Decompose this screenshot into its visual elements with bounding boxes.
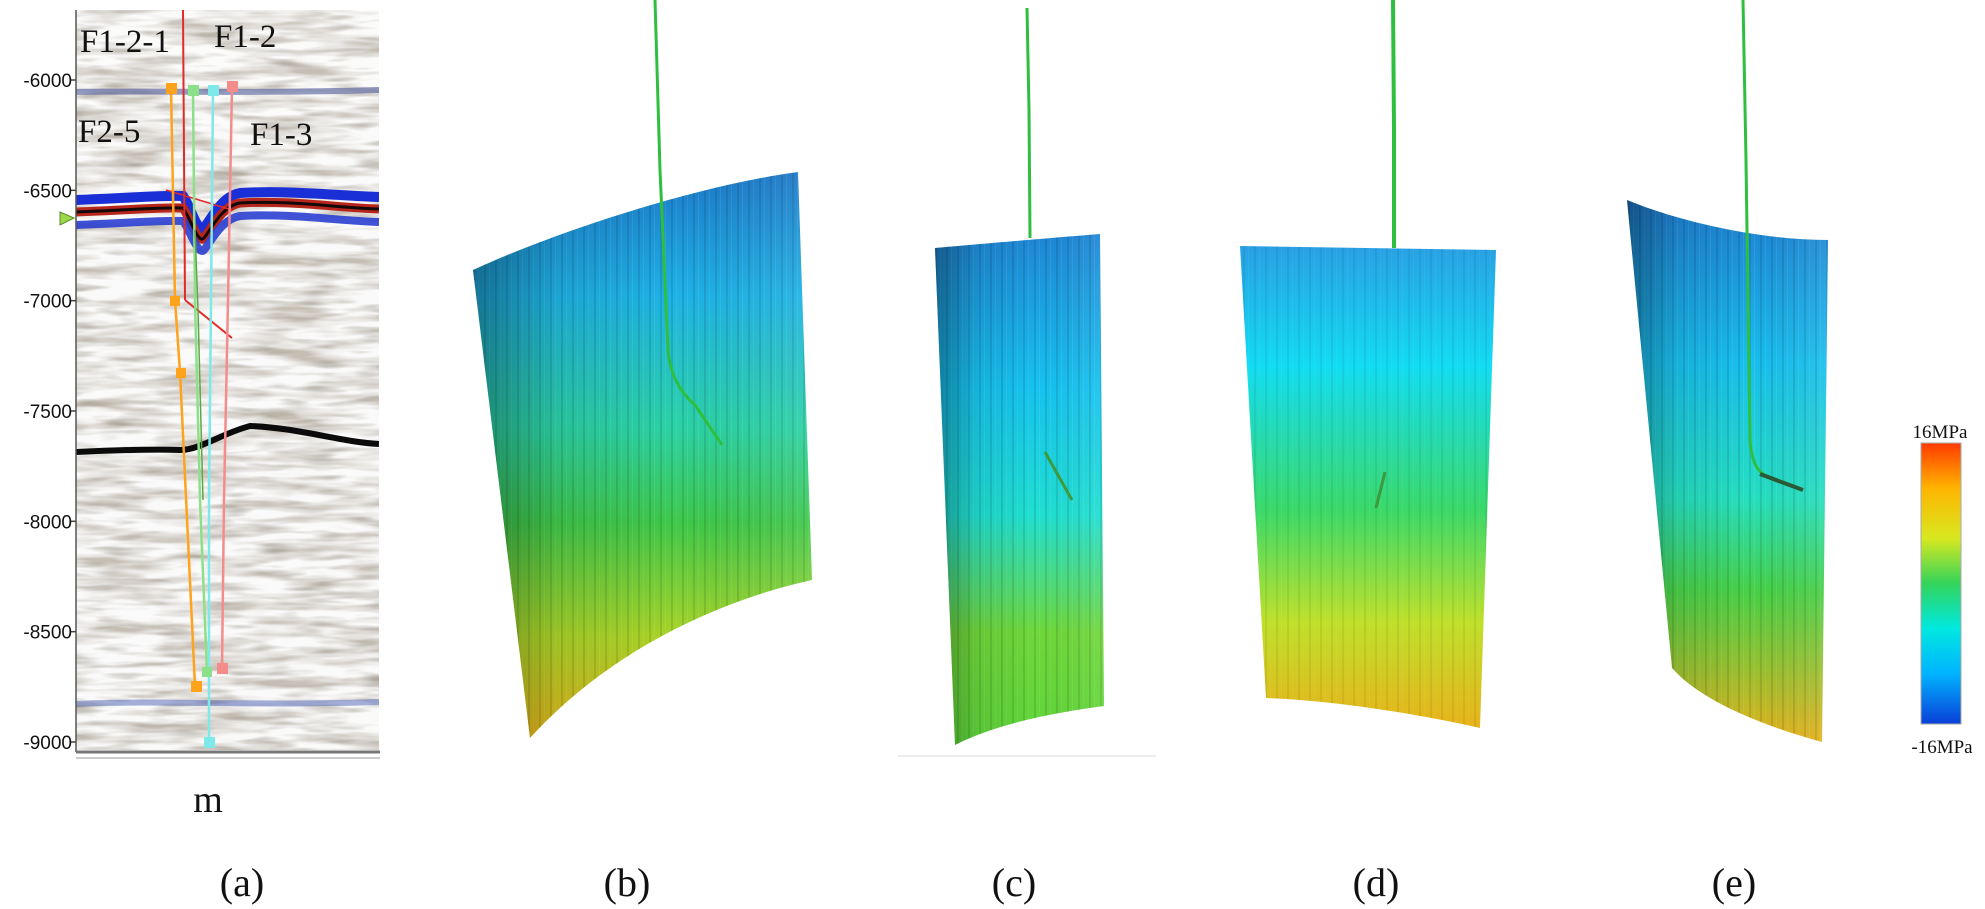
panel-d-fault-surface — [1240, 0, 1496, 728]
caption-a: (a) — [220, 860, 264, 905]
blue-reflector-lower — [76, 699, 379, 707]
fault-red-upper — [165, 189, 233, 211]
marker-green-bottom — [202, 667, 212, 677]
colorbar-min-label: -16MPa — [1911, 737, 1973, 758]
marker-orange-top — [166, 83, 177, 94]
depth-tick-label: -6500 — [23, 181, 72, 202]
marker-orange-low — [176, 368, 186, 378]
depth-tick-label: -8000 — [23, 512, 72, 533]
well-c-segment — [1043, 451, 1074, 501]
well-d — [1391, 0, 1396, 248]
marker-pink-bottom — [217, 663, 228, 674]
colorbar-ramp — [1920, 442, 1962, 725]
fault-label-f1-2-1: F1-2-1 — [80, 24, 170, 60]
fault-orange-line — [169, 87, 197, 687]
depth-tick-label: -7000 — [23, 292, 72, 313]
depth-tick-label: -7500 — [23, 402, 72, 423]
depth-unit-label: m — [193, 779, 223, 821]
horizon-pointer-icon — [59, 211, 76, 226]
fault-green-line — [191, 89, 209, 673]
depth-axis-ticks: -6000 -6500 -7000 -7500 -8000 -8500 -9000 — [23, 71, 76, 754]
panel-captions: (a) (b) (c) (d) (e) — [220, 860, 1756, 905]
strong-reflector-blue-bottom — [76, 211, 379, 255]
surface-d-stripes — [1240, 246, 1496, 728]
marker-cyan-top — [208, 85, 219, 96]
caption-e: (e) — [1712, 860, 1756, 905]
marker-cyan-bottom — [204, 737, 215, 748]
colorbar-max-label: 16MPa — [1913, 422, 1968, 443]
horizon-lower-black — [76, 422, 379, 455]
depth-tick-label: -9000 — [23, 733, 72, 754]
fault-red-branch — [184, 299, 233, 339]
panel-b-fault-surface — [473, 0, 812, 738]
caption-b: (b) — [604, 860, 651, 905]
marker-orange-mid — [170, 296, 180, 306]
fault-label-f1-2: F1-2 — [214, 19, 276, 55]
panel-e-fault-surface — [1627, 0, 1828, 742]
surface-b-shade — [473, 172, 812, 738]
fault-pink-line — [220, 85, 234, 669]
panel-a-seismic-section: -6000 -6500 -7000 -7500 -8000 -8500 -9000 F1-2… — [23, 10, 380, 821]
fault-label-f1-3: F1-3 — [250, 117, 312, 153]
fault-markers — [166, 81, 238, 748]
caption-c: (c) — [992, 860, 1036, 905]
strong-reflector-blue-top — [76, 187, 379, 235]
marker-green-top — [188, 85, 199, 96]
depth-tick-label: -6000 — [23, 71, 72, 92]
well-b — [653, 0, 724, 446]
fault-darkgreen-line — [194, 229, 204, 501]
colorbar: 16MPa -16MPa — [1911, 422, 1973, 758]
well-c — [1025, 7, 1032, 239]
well-e-dark-segment — [1759, 472, 1804, 492]
marker-pink-top — [227, 81, 238, 92]
panel-c-fault-surface — [898, 7, 1156, 757]
surface-e-shade — [1627, 200, 1828, 742]
marker-orange-bottom — [191, 681, 202, 692]
surface-c-shade — [935, 234, 1104, 745]
caption-d: (d) — [1353, 860, 1400, 905]
depth-tick-label: -8500 — [23, 623, 72, 644]
fault-cyan-line — [207, 89, 215, 742]
fault-label-f2-5: F2-5 — [78, 114, 140, 150]
fault-red-line — [182, 10, 186, 301]
well-d-segment — [1374, 471, 1387, 509]
strong-reflector-black — [76, 200, 379, 241]
